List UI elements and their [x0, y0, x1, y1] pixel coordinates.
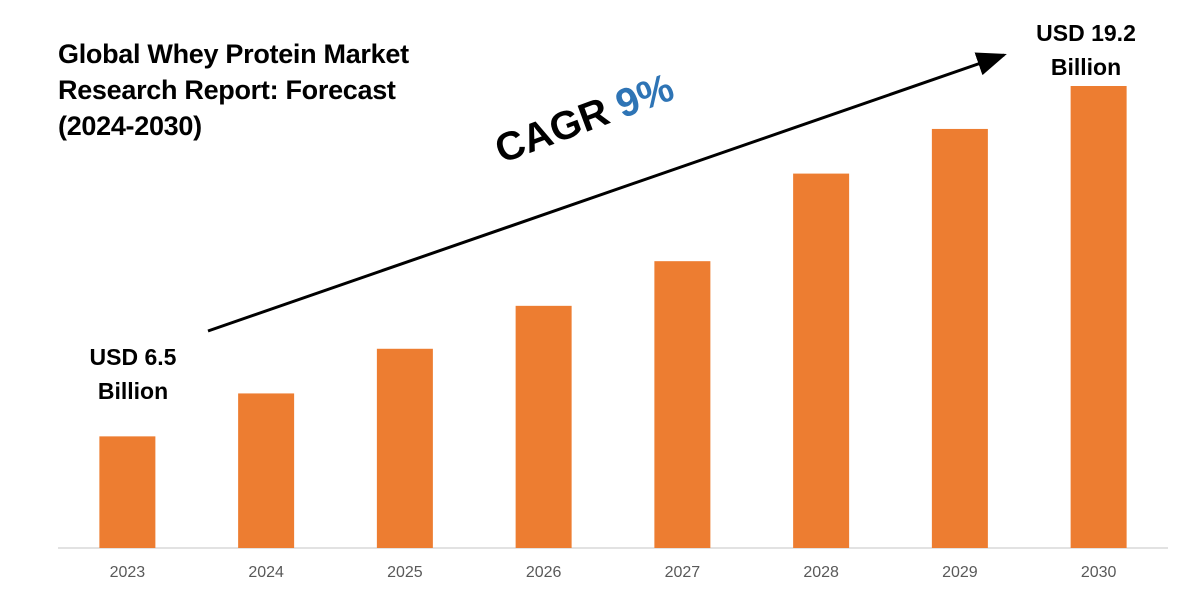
x-tick-label: 2025	[387, 564, 423, 581]
start-value-unit: Billion	[97, 378, 169, 404]
chart-title-line: Global Whey Protein Market	[58, 39, 409, 69]
start-value-callout: USD 6.5 Billion	[68, 340, 198, 408]
bar-2025	[376, 348, 433, 548]
end-value-callout: USD 19.2 Billion	[1018, 16, 1154, 84]
bar-2026	[515, 305, 572, 548]
bar-2028	[793, 173, 850, 549]
end-value-unit: Billion	[1050, 54, 1122, 80]
x-tick-label: 2024	[248, 564, 284, 581]
x-tick-label: 2028	[803, 564, 839, 581]
x-tick-label: 2030	[1081, 564, 1117, 581]
x-tick-labels: 2023 2024 2025 2026 2027 2028 2029 2030	[110, 564, 1117, 581]
bar-2029	[931, 128, 988, 548]
bar-2023	[99, 436, 156, 548]
bars-group	[99, 86, 1127, 549]
bar-2030	[1070, 86, 1127, 548]
x-tick-label: 2027	[665, 564, 701, 581]
chart-title-line: Research Report: Forecast	[58, 75, 396, 105]
bar-2024	[238, 393, 295, 548]
end-value-amount: USD 19.2	[1036, 20, 1136, 46]
chart-title: Global Whey Protein Market Research Repo…	[58, 36, 478, 144]
chart-title-line: (2024-2030)	[58, 111, 202, 141]
x-tick-label: 2026	[526, 564, 562, 581]
bar-2027	[654, 261, 711, 548]
x-tick-label: 2029	[942, 564, 978, 581]
growth-arrow	[207, 52, 1007, 333]
start-value-amount: USD 6.5	[89, 344, 177, 370]
x-tick-label: 2023	[110, 564, 146, 581]
